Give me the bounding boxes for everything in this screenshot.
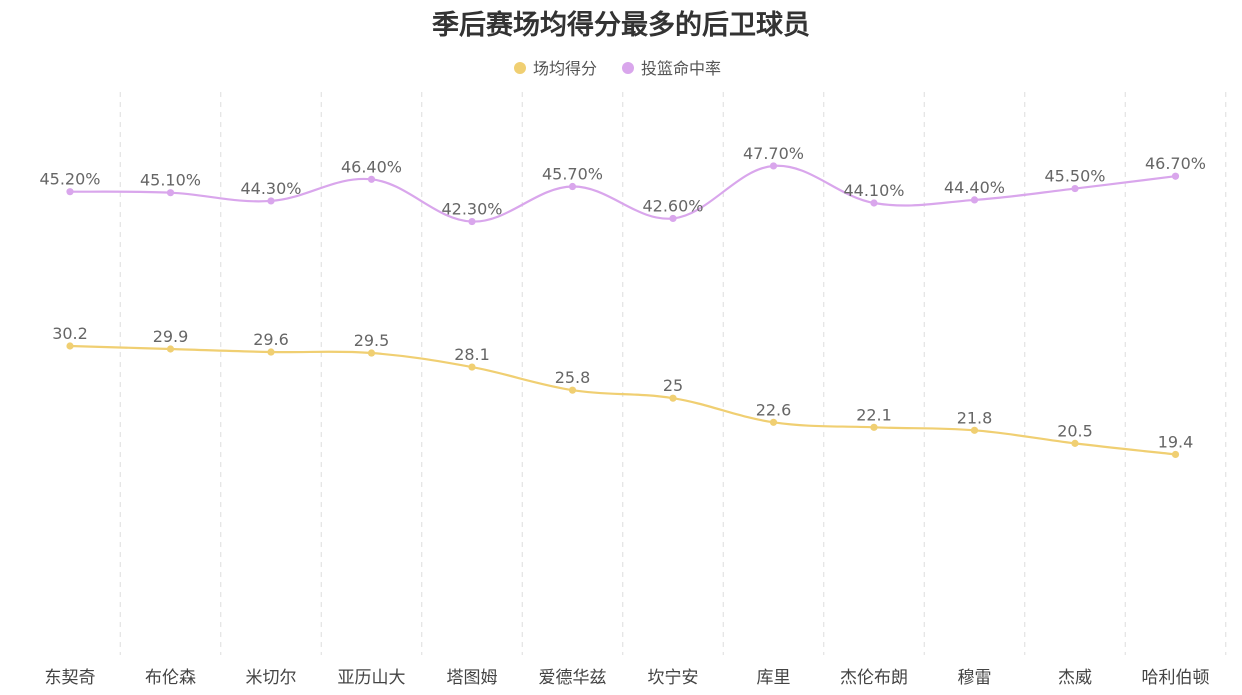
data-label: 22.6 — [756, 400, 792, 419]
data-label: 21.8 — [957, 408, 993, 427]
data-label: 44.10% — [843, 181, 904, 200]
data-point — [870, 423, 878, 431]
data-label: 29.6 — [253, 330, 289, 349]
data-point — [367, 175, 376, 183]
x-axis-labels: 东契奇 布伦森 米切尔 亚历山大 塔图姆 爱德华兹 坎宁安 库里 杰伦布朗 穆雷 杰威 哈利伯顿 — [45, 668, 1210, 688]
data-label: 29.5 — [354, 331, 390, 350]
data-point — [267, 348, 275, 356]
data-point — [367, 349, 376, 357]
data-point — [468, 217, 476, 226]
data-point — [1171, 172, 1180, 180]
data-label: 45.70% — [542, 165, 603, 184]
legend: 场均得分 投篮命中率 — [514, 59, 721, 78]
x-tick-label: 库里 — [757, 668, 791, 688]
x-tick-label: 东契奇 — [45, 668, 96, 688]
data-point — [970, 196, 979, 204]
data-point — [870, 199, 878, 207]
data-label: 25 — [663, 376, 683, 395]
x-tick-label: 爱德华兹 — [539, 668, 607, 688]
chart-title: 季后赛场均得分最多的后卫球员 — [432, 9, 810, 41]
x-tick-label: 塔图姆 — [447, 668, 498, 688]
data-label: 22.1 — [856, 405, 892, 424]
data-point — [568, 386, 577, 394]
data-point — [66, 342, 74, 350]
data-label: 47.70% — [743, 144, 804, 163]
data-point — [970, 426, 979, 434]
data-point — [66, 188, 74, 196]
data-point — [166, 189, 175, 197]
data-point — [769, 418, 778, 426]
data-label: 46.70% — [1145, 154, 1206, 173]
x-tick-label: 亚历山大 — [338, 668, 406, 688]
data-label: 20.5 — [1057, 421, 1093, 440]
grid-lines — [119, 92, 1227, 655]
data-label: 45.50% — [1044, 167, 1105, 186]
x-tick-label: 哈利伯顿 — [1142, 668, 1210, 688]
data-label: 45.10% — [140, 171, 201, 190]
data-label: 30.2 — [52, 324, 88, 343]
legend-marker — [622, 62, 634, 74]
data-label: 19.4 — [1158, 432, 1194, 451]
data-label: 29.9 — [153, 327, 189, 346]
data-point — [267, 197, 275, 205]
x-tick-label: 杰威 — [1058, 668, 1092, 688]
data-point — [669, 394, 677, 402]
data-label: 25.8 — [555, 368, 591, 387]
data-label: 44.30% — [240, 179, 301, 198]
data-point — [769, 162, 778, 170]
data-label: 28.1 — [454, 345, 490, 364]
data-label: 46.40% — [341, 157, 402, 176]
legend-marker — [514, 62, 526, 74]
data-point — [669, 214, 677, 223]
series-line — [69, 164, 1176, 223]
legend-label: 投篮命中率 — [641, 59, 721, 78]
data-point — [568, 182, 577, 191]
data-point — [1071, 439, 1079, 447]
plot-area: 30.2 29.9 29.6 29.5 28.1 25.8 25 22.6 22.1 21.8 20… — [39, 144, 1206, 459]
data-label: 45.20% — [39, 170, 100, 189]
data-label: 42.60% — [642, 196, 703, 215]
data-label: 44.40% — [944, 178, 1005, 197]
x-tick-label: 布伦森 — [145, 668, 196, 688]
data-point — [468, 363, 476, 371]
series-line — [69, 344, 1176, 456]
data-point — [166, 345, 175, 353]
data-point — [1171, 450, 1180, 459]
data-point — [1071, 184, 1079, 193]
legend-label: 场均得分 — [533, 59, 597, 78]
data-label: 42.30% — [441, 200, 502, 219]
x-tick-label: 米切尔 — [246, 668, 297, 688]
x-tick-label: 穆雷 — [958, 668, 992, 688]
x-tick-label: 杰伦布朗 — [840, 668, 908, 688]
x-tick-label: 坎宁安 — [648, 668, 699, 688]
